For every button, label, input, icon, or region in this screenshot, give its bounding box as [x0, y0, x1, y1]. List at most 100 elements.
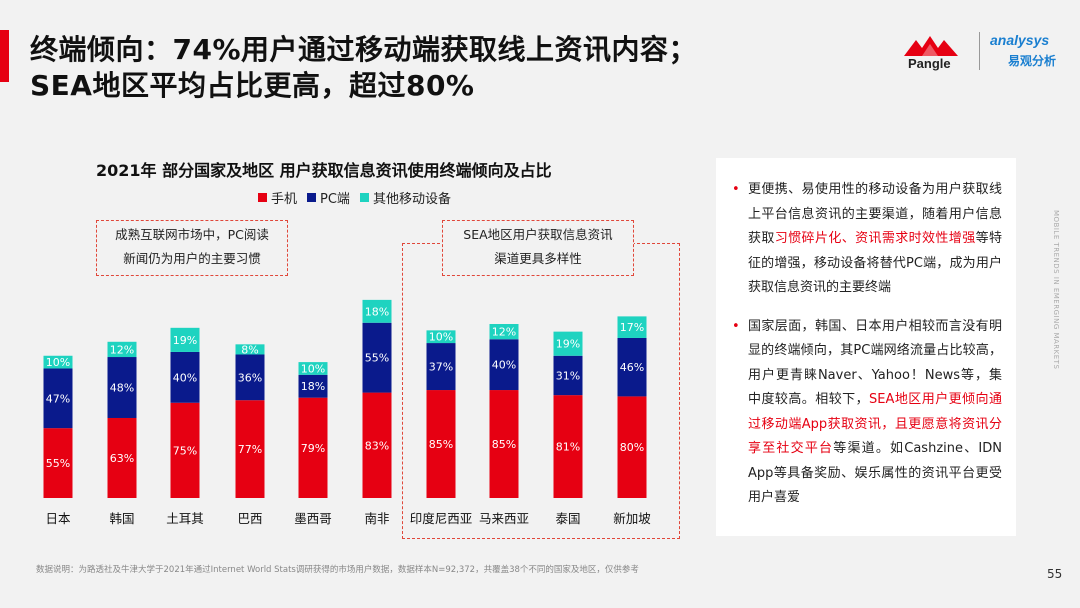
data-label-pc: 18% — [301, 380, 325, 393]
bullet2-text-a: 国家层面，韩国、日本用户相较而言没有明显的终端倾向，其PC端网络流量占比较高，用… — [748, 318, 1002, 408]
x-axis-tick-label: 土耳其 — [166, 511, 204, 526]
page-number: 55 — [1047, 567, 1063, 581]
bar-segment-phone — [43, 428, 73, 498]
data-label-phone: 85% — [429, 438, 453, 451]
bar-segment-pc — [107, 357, 137, 418]
analysys-wordmark: analysys — [990, 32, 1050, 48]
x-axis-tick-label: 泰国 — [555, 511, 580, 526]
bar-segment-other — [298, 362, 328, 375]
bar-segment-phone — [235, 400, 265, 498]
bar-segment-pc — [617, 337, 647, 397]
bar-segment-phone — [170, 402, 200, 498]
mature-note-line1: 成熟互联网市场中，PC阅读 — [115, 227, 269, 242]
sea-note-line1: SEA地区用户获取信息资讯 — [463, 227, 613, 242]
data-footnote: 数据说明：为路透社及牛津大学于2021年通过Internet World Sta… — [36, 565, 639, 575]
x-axis-tick-label: 马来西亚 — [479, 511, 529, 526]
data-label-other: 19% — [173, 334, 197, 347]
bar-segment-phone — [426, 390, 456, 498]
x-axis-tick-label: 韩国 — [109, 511, 134, 526]
legend-label-pc: PC端 — [320, 192, 350, 207]
legend-swatch-other — [359, 193, 369, 202]
mature-market-note: 成熟互联网市场中，PC阅读 新闻仍为用户的主要习惯 — [96, 220, 288, 276]
bar-segment-pc — [170, 351, 200, 403]
x-axis-tick-label: 印度尼西亚 — [410, 511, 473, 526]
bar-segment-pc — [553, 355, 583, 396]
data-label-pc: 48% — [110, 382, 134, 395]
bar-segment-phone — [107, 417, 137, 498]
bullet2-text-b: 等渠道。如Cashzine、IDN App等具备奖励、娱乐属性的资讯平台更受用户… — [748, 441, 1002, 505]
legend-label-phone: 手机 — [271, 192, 298, 207]
bar-segment-other — [235, 344, 265, 355]
bar-segment-other — [43, 355, 73, 369]
analysys-logo: analysys 易观分析 — [990, 32, 1070, 72]
data-label-phone: 85% — [492, 438, 516, 451]
bar-segment-pc — [362, 322, 392, 393]
data-label-pc: 47% — [46, 392, 70, 405]
data-label-phone: 63% — [110, 452, 134, 465]
mature-note-line2: 新闻仍为用户的主要习惯 — [123, 251, 261, 266]
data-label-phone: 80% — [620, 441, 644, 454]
legend-swatch-pc — [307, 193, 317, 202]
data-label-pc: 31% — [556, 369, 580, 382]
bar-segment-phone — [617, 396, 647, 498]
bar-segment-other — [426, 330, 456, 344]
bar-segment-other — [362, 299, 392, 323]
data-label-pc: 55% — [365, 352, 389, 365]
bar-segment-other — [617, 316, 647, 338]
pangle-mark-icon — [904, 36, 958, 56]
bar-segment-phone — [298, 397, 328, 498]
data-label-pc: 37% — [429, 361, 453, 374]
legend-item-pc: PC端 — [307, 188, 350, 207]
page-title-line1: 终端倾向：74%用户通过移动端获取线上资讯内容； — [30, 33, 698, 66]
side-report-label: MOBILE TRENDS IN EMERGING MARKETS — [1052, 210, 1060, 370]
bar-segment-phone — [489, 390, 519, 498]
data-label-pc: 40% — [173, 371, 197, 384]
data-label-other: 10% — [429, 331, 453, 344]
bar-segment-pc — [426, 343, 456, 391]
title-accent-bar — [0, 30, 9, 82]
bullet1-text-a: 更便携、易使用性的移动设备为用户获取线上平台信息资讯的主要渠道，随着用户信息获取 — [748, 182, 1002, 246]
bullet1-highlight: 习惯碎片化、资讯需求时效性增强 — [774, 231, 976, 246]
analysys-cn-name: 易观分析 — [1008, 54, 1057, 68]
pangle-wordmark: Pangle — [908, 56, 951, 71]
x-axis-tick-label: 巴西 — [237, 511, 262, 526]
data-label-other: 19% — [556, 338, 580, 351]
bar-segment-pc — [43, 368, 73, 429]
x-axis-tick-label: 南非 — [364, 511, 389, 526]
x-axis-tick-label: 新加坡 — [613, 511, 651, 526]
bar-segment-other — [107, 341, 137, 358]
insight-bullet-2: 国家层面，韩国、日本用户相较而言没有明显的终端倾向，其PC端网络流量占比较高，用… — [732, 315, 1002, 511]
logo-divider — [979, 32, 980, 70]
legend-item-phone: 手机 — [258, 188, 297, 207]
data-label-phone: 79% — [301, 442, 325, 455]
page-title-line2: SEA地区平均占比更高，超过80% — [30, 69, 475, 102]
legend-swatch-phone — [258, 193, 267, 202]
data-label-pc: 40% — [492, 359, 516, 372]
bullet2-highlight: SEA地区用户更倾向通过移动端App获取资讯，且更愿意将资讯分享至社交平台 — [748, 392, 1002, 456]
sea-region-note: SEA地区用户获取信息资讯 渠道更具多样性 — [442, 220, 634, 276]
insight-panel: 更便携、易使用性的移动设备为用户获取线上平台信息资讯的主要渠道，随着用户信息获取… — [716, 158, 1016, 536]
bar-segment-pc — [489, 339, 519, 391]
insight-bullet-1: 更便携、易使用性的移动设备为用户获取线上平台信息资讯的主要渠道，随着用户信息获取… — [732, 178, 1002, 301]
chart-legend: 手机 PC端 其他移动设备 — [258, 188, 451, 207]
data-label-other: 12% — [492, 326, 516, 339]
x-axis-tick-label: 墨西哥 — [294, 511, 332, 526]
legend-item-other: 其他移动设备 — [359, 188, 451, 207]
data-label-other: 17% — [620, 321, 644, 334]
sea-note-line2: 渠道更具多样性 — [494, 251, 582, 266]
data-label-phone: 77% — [238, 443, 262, 456]
page-title: 终端倾向：74%用户通过移动端获取线上资讯内容； SEA地区平均占比更高，超过8… — [30, 32, 697, 104]
bar-segment-other — [553, 331, 583, 356]
data-label-other: 10% — [301, 362, 325, 375]
data-label-pc: 36% — [238, 371, 262, 384]
data-label-other: 10% — [46, 356, 70, 369]
bullet1-text-b: 等特征的增强，移动设备将替代PC端，成为用户获取信息资讯的主要终端 — [748, 231, 1002, 295]
data-label-phone: 81% — [556, 441, 580, 454]
data-label-other: 8% — [241, 343, 258, 356]
bar-segment-pc — [298, 374, 328, 398]
x-axis-tick-label: 日本 — [45, 511, 71, 526]
pangle-logo: Pangle — [900, 32, 964, 72]
data-label-phone: 75% — [173, 444, 197, 457]
bar-segment-phone — [553, 395, 583, 498]
